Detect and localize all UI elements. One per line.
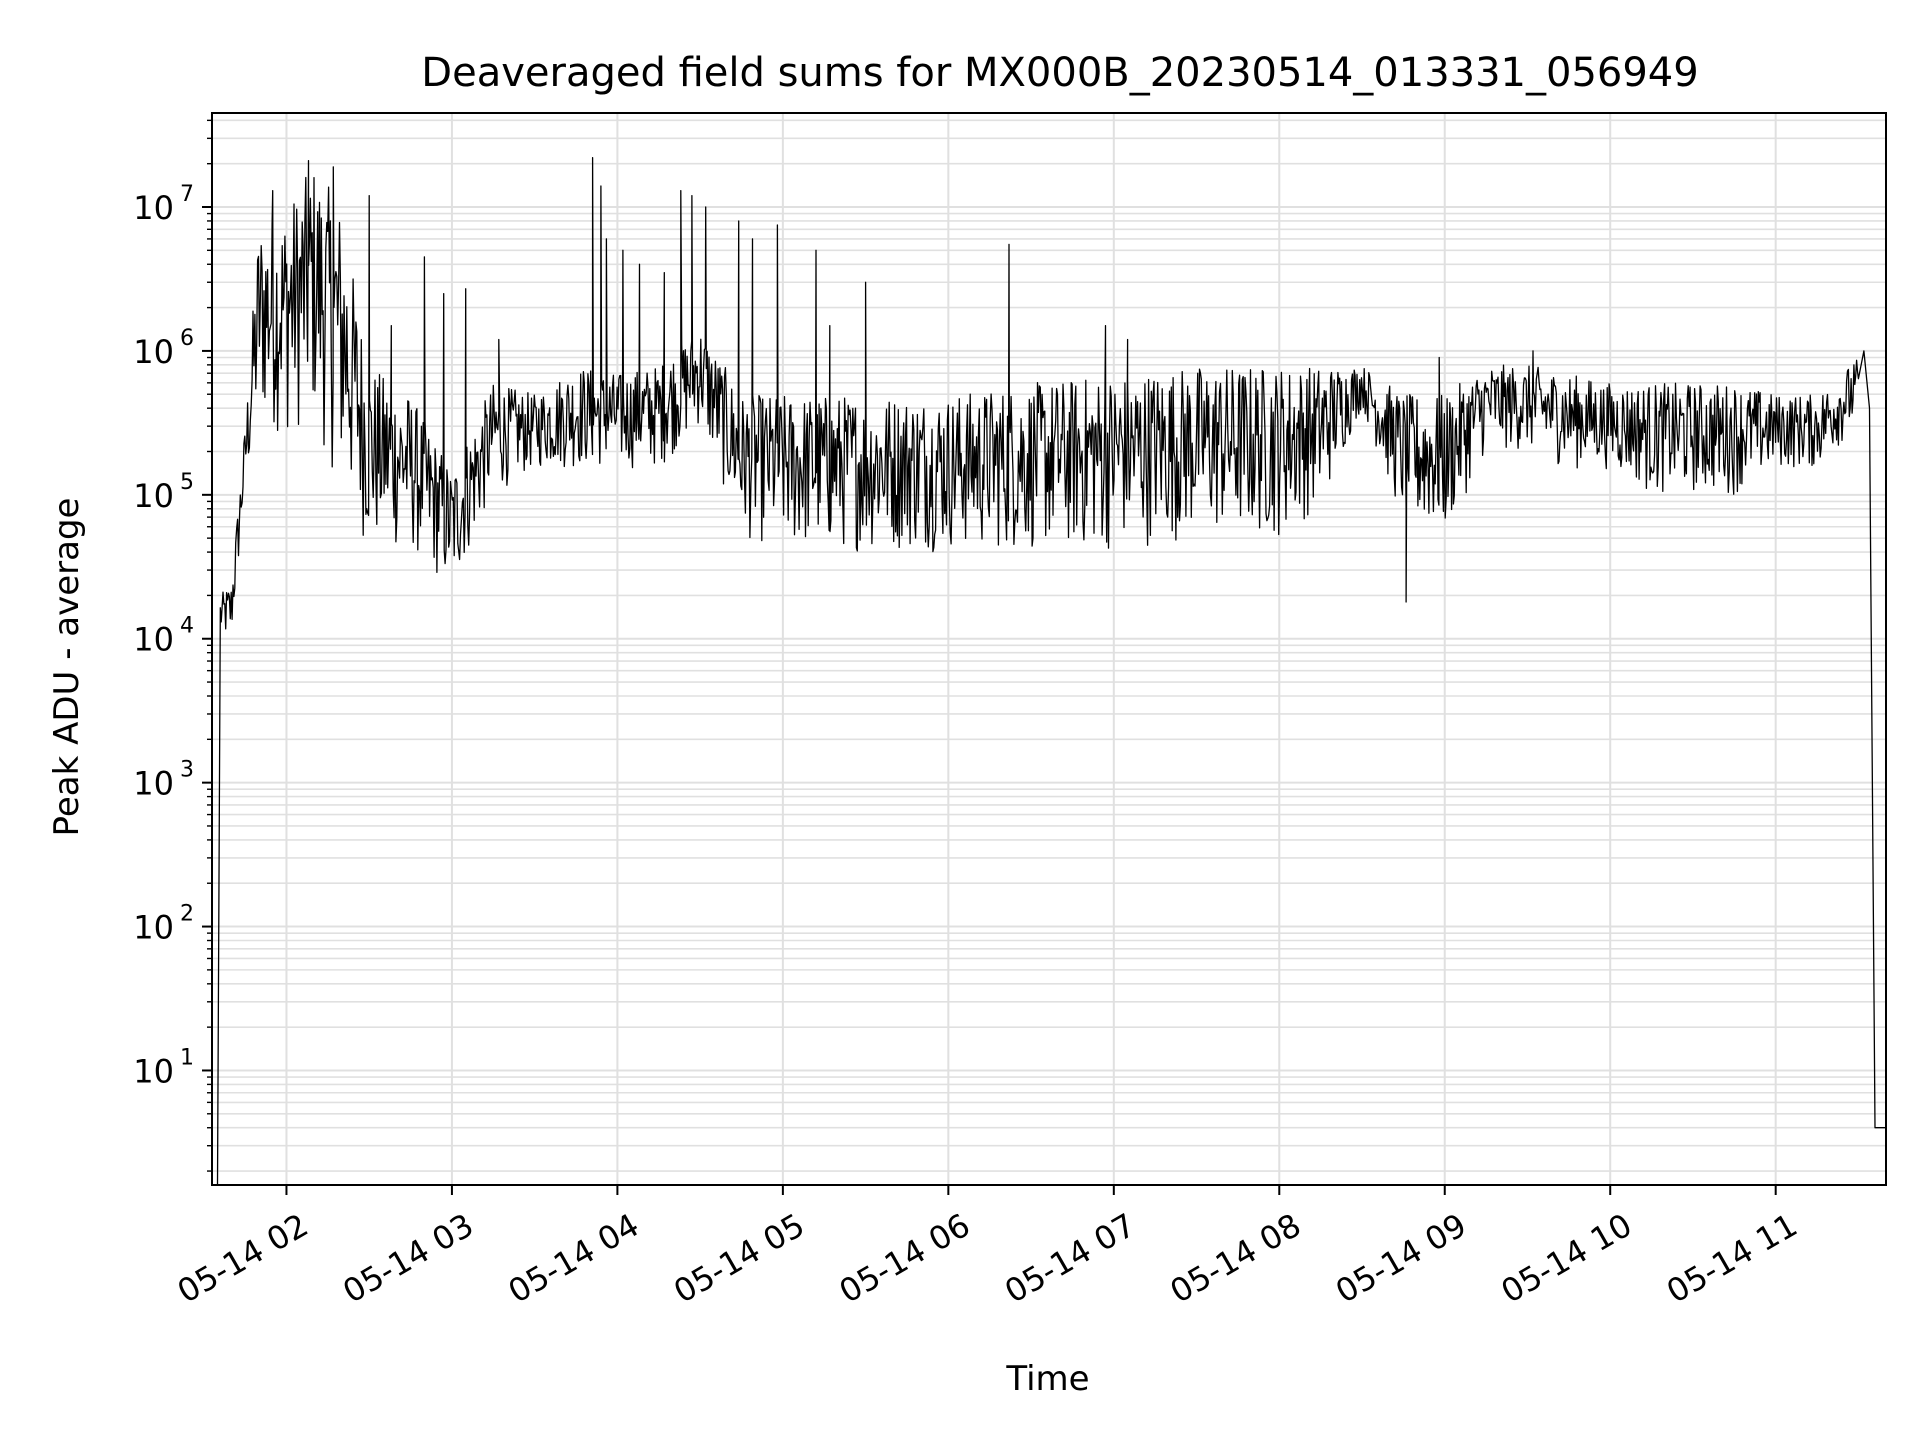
y-tick-label: 10	[133, 1052, 174, 1090]
y-tick-exponent: 2	[180, 902, 194, 927]
x-axis-label: Time	[1005, 1359, 1089, 1399]
grid	[212, 113, 1886, 1185]
y-tick-exponent: 7	[180, 182, 194, 207]
y-tick-exponent: 3	[180, 758, 194, 783]
y-axis-label: Peak ADU - average	[47, 498, 87, 837]
y-tick-exponent: 6	[180, 326, 194, 351]
y-tick-label: 10	[133, 909, 174, 947]
y-tick-exponent: 1	[180, 1045, 194, 1070]
plot-area-frame	[211, 112, 1887, 1186]
y-tick-label: 10	[133, 333, 174, 371]
y-tick-label: 10	[133, 477, 174, 515]
chart-title: Deaveraged field sums for MX000B_2023051…	[421, 50, 1698, 96]
series-line	[216, 157, 1886, 1185]
y-tick-label: 10	[133, 189, 174, 227]
y-tick-exponent: 5	[180, 470, 194, 495]
y-tick-label: 10	[133, 621, 174, 659]
y-tick-label: 10	[133, 765, 174, 803]
y-tick-exponent: 4	[180, 614, 194, 639]
data-line	[216, 157, 1886, 1185]
